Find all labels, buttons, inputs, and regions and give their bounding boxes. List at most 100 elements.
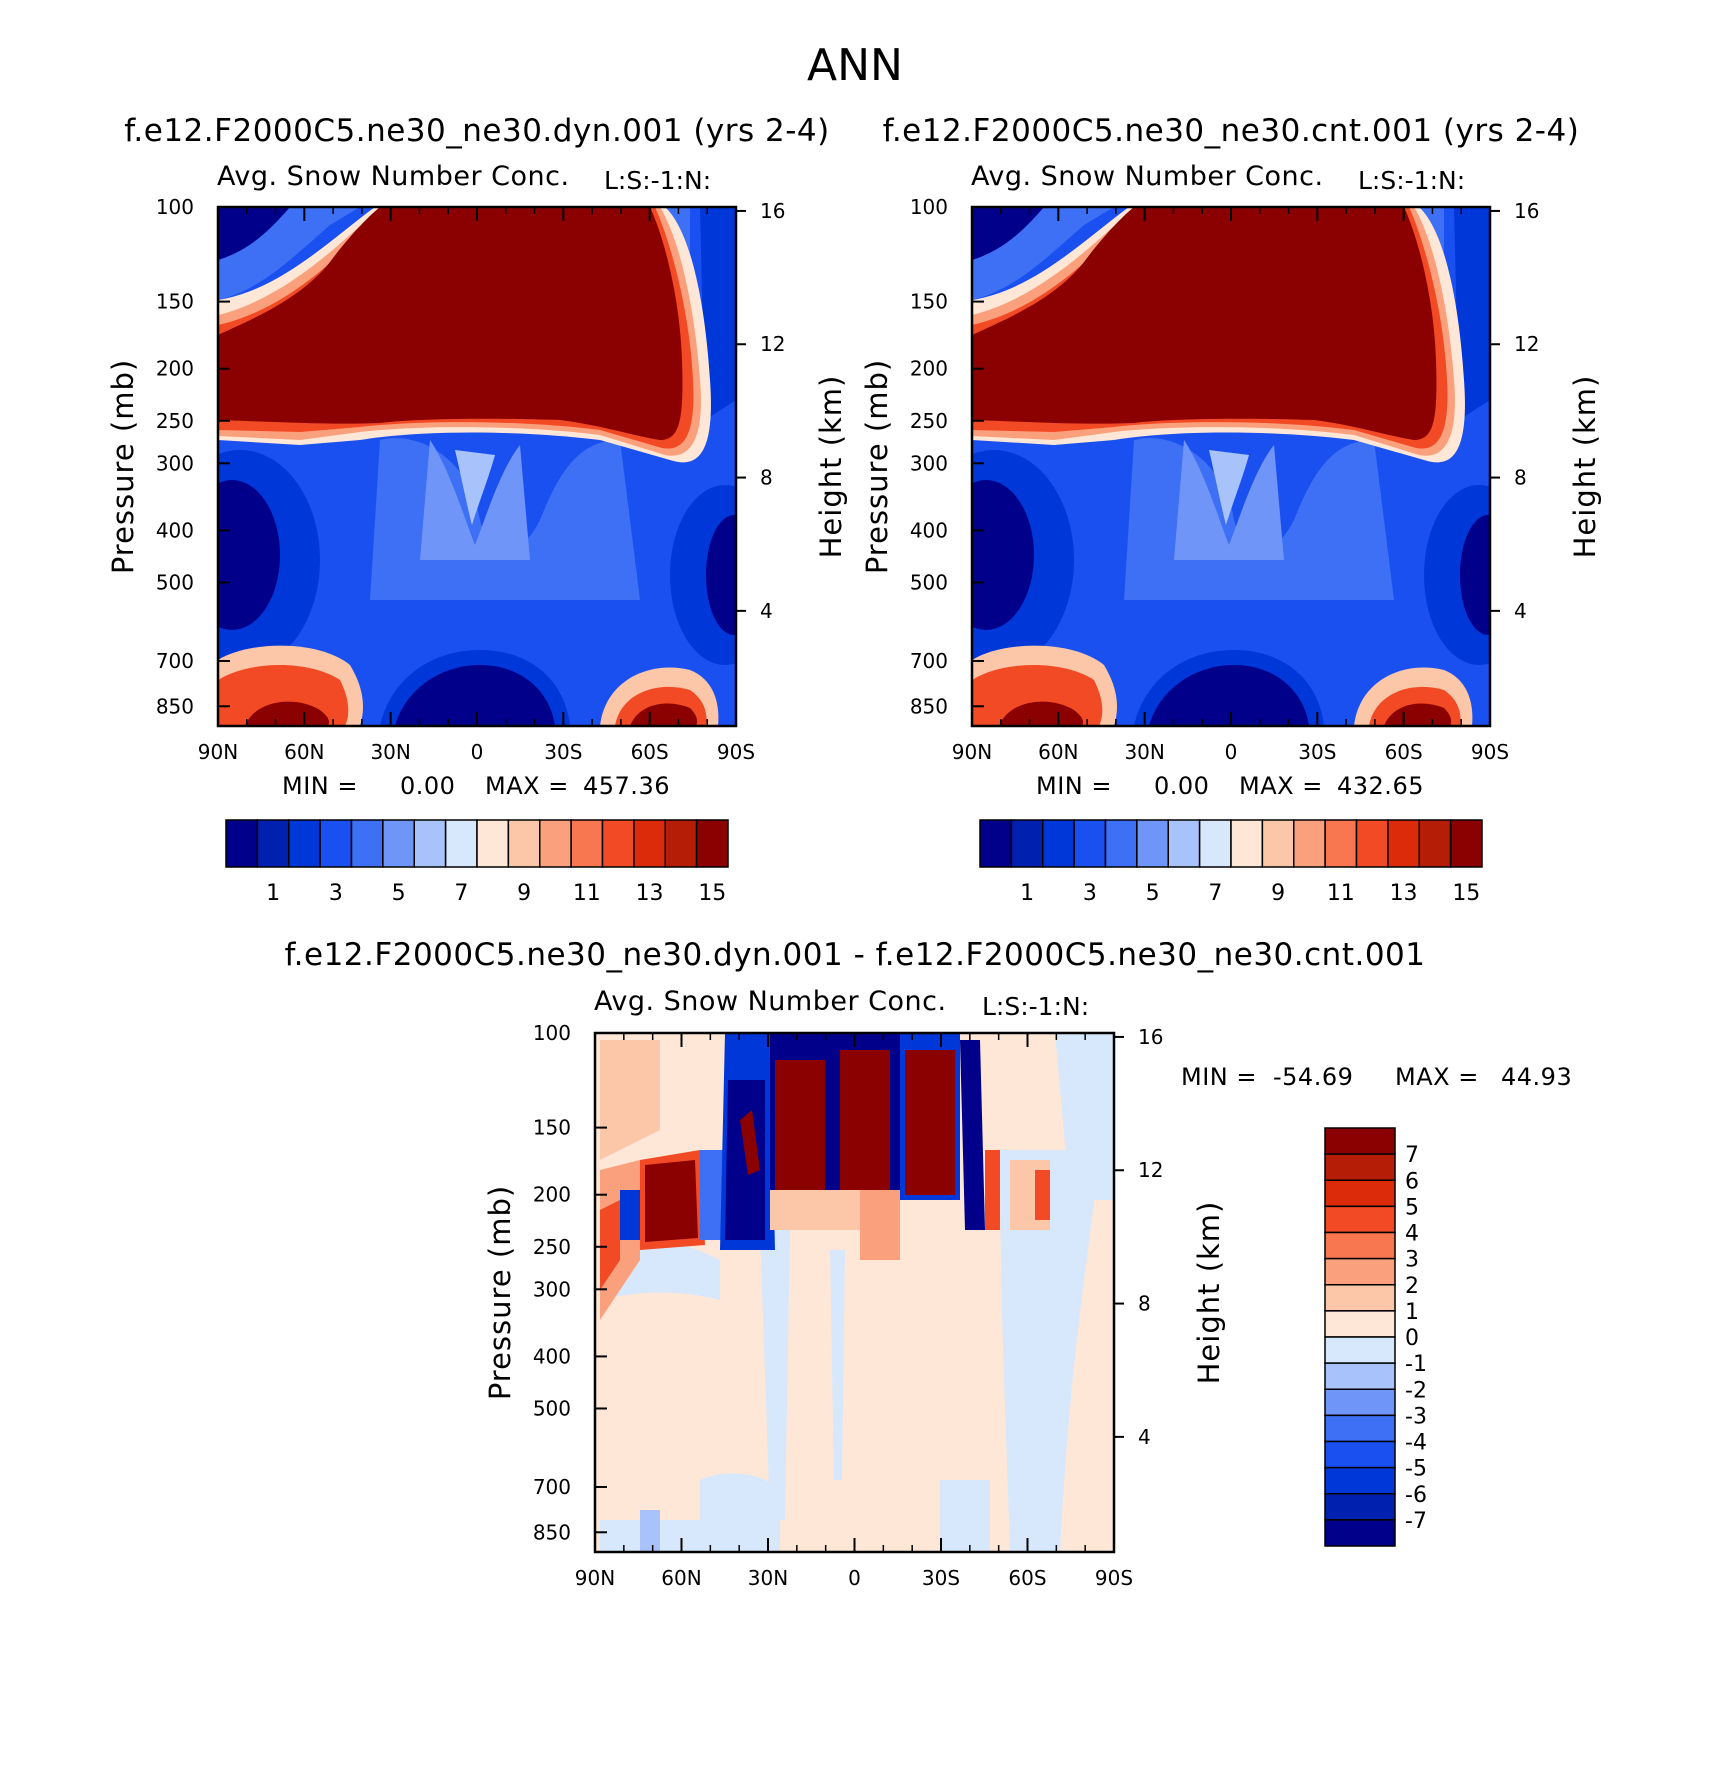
x-tick-label: 90N — [198, 740, 238, 764]
colorbar-swatch — [1230, 819, 1264, 868]
colorbar-swatch — [1324, 1362, 1396, 1390]
panel-case-title: f.e12.F2000C5.ne30_ne30.dyn.001 - f.e12.… — [285, 937, 1426, 973]
colorbar-swatch — [1387, 819, 1420, 868]
colorbar-label: -6 — [1405, 1483, 1427, 1508]
contour-field — [218, 207, 736, 726]
stat-max-value: 432.65 — [1337, 772, 1424, 800]
colorbar-swatch — [225, 819, 259, 868]
colorbar-swatch — [1261, 819, 1295, 868]
y-tick-label: 700 — [156, 649, 194, 673]
colorbar-label: 9 — [1271, 881, 1285, 906]
y-tick-label: 150 — [156, 290, 194, 314]
y-tick-label: 200 — [533, 1183, 571, 1207]
colorbar-swatch — [1167, 819, 1201, 868]
colorbar-swatch — [1324, 1284, 1396, 1312]
colorbar-label: 4 — [1405, 1222, 1419, 1247]
stat-max-value: 44.93 — [1501, 1063, 1572, 1091]
panel-variable-title: Avg. Snow Number Conc. — [594, 986, 947, 1017]
x-tick-label: 60N — [1038, 740, 1078, 764]
colorbar-swatch — [288, 819, 321, 868]
y-tick-label: 700 — [910, 649, 948, 673]
x-tick-label: 0 — [1225, 740, 1238, 764]
colorbar-label: 5 — [1405, 1195, 1419, 1220]
colorbar-swatch — [1324, 1179, 1396, 1208]
colorbar-swatch — [1324, 1310, 1396, 1338]
colorbar-swatch — [1073, 819, 1107, 868]
colorbar-swatch — [1324, 1257, 1396, 1286]
colorbar: 1 3 5 7 9 11 13 15 — [979, 819, 1483, 906]
colorbar-swatch — [350, 819, 384, 868]
colorbar-label: 13 — [636, 881, 664, 906]
x-tick-label: 60N — [284, 740, 324, 764]
x-tick-label: 30S — [922, 1566, 960, 1590]
contour-field — [972, 207, 1490, 726]
x-tick-label: 30S — [544, 740, 582, 764]
panel-variable-title: Avg. Snow Number Conc. — [971, 161, 1324, 192]
y-tick-label: 500 — [910, 570, 948, 594]
stat-max-label: MAX = — [1395, 1063, 1479, 1091]
y2-tick-label: 12 — [1138, 1158, 1163, 1182]
colorbar-label: 0 — [1405, 1326, 1419, 1351]
colorbar-swatch — [1324, 1440, 1396, 1469]
colorbar-label: 7 — [1208, 881, 1222, 906]
colorbar-swatch — [664, 819, 698, 868]
colorbar-label: 11 — [1327, 881, 1355, 906]
stat-max-label: MAX = — [485, 772, 569, 800]
colorbar-swatch — [256, 819, 290, 868]
y2-axis-label: Height (km) — [814, 375, 848, 559]
x-tick-label: 30N — [370, 740, 410, 764]
y-tick-label: 300 — [910, 451, 948, 475]
stat-min-value: 0.00 — [1154, 772, 1209, 800]
colorbar-swatch — [1324, 1231, 1396, 1260]
colorbar-label: 5 — [1146, 881, 1160, 906]
axes: 90N 60N 30N 0 30S 60S 90S 100 150 200 250 300 400 500… — [106, 195, 848, 764]
colorbar-swatch — [1104, 819, 1138, 868]
panel-dyn: f.e12.F2000C5.ne30_ne30.dyn.001 (yrs 2-4… — [106, 113, 848, 906]
contour-field — [595, 1033, 1114, 1552]
y-tick-label: 300 — [156, 451, 194, 475]
colorbar-swatch — [1324, 1388, 1396, 1417]
colorbar-swatch — [319, 819, 353, 868]
x-tick-label: 90S — [717, 740, 755, 764]
y2-tick-label: 4 — [760, 599, 773, 623]
colorbar-swatch — [476, 819, 510, 868]
y-tick-label: 100 — [533, 1021, 571, 1045]
stat-min-label: MIN = — [1181, 1063, 1257, 1091]
colorbar-label: 7 — [454, 881, 468, 906]
colorbar: 1 3 5 7 9 11 13 15 — [225, 819, 729, 906]
colorbar-label: 15 — [698, 881, 726, 906]
axes: 90N 60N 30N 0 30S 60S 90S 100 150 200 250 300 400 500… — [483, 1021, 1226, 1590]
y2-tick-label: 8 — [1514, 466, 1527, 490]
panel-cnt: f.e12.F2000C5.ne30_ne30.cnt.001 (yrs 2-4… — [860, 113, 1602, 906]
x-tick-label: 0 — [471, 740, 484, 764]
colorbar-swatch — [1324, 1466, 1396, 1495]
y2-tick-label: 16 — [1138, 1025, 1163, 1049]
colorbar-label: 11 — [573, 881, 601, 906]
stat-min-value: -54.69 — [1273, 1063, 1353, 1091]
colorbar-swatch — [1324, 819, 1358, 868]
colorbar-swatch — [570, 819, 604, 868]
y-tick-label: 100 — [156, 195, 194, 219]
panel-variable-title: Avg. Snow Number Conc. — [217, 161, 570, 192]
stat-min-value: 0.00 — [400, 772, 455, 800]
x-tick-label: 90N — [575, 1566, 615, 1590]
stat-min-label: MIN = — [1036, 772, 1112, 800]
panel-tag: L:S:-1:N: — [1358, 166, 1465, 195]
y-tick-label: 850 — [156, 694, 194, 718]
panel-case-title: f.e12.F2000C5.ne30_ne30.cnt.001 (yrs 2-4… — [883, 113, 1580, 149]
y-tick-label: 200 — [910, 357, 948, 381]
axes: 90N 60N 30N 0 30S 60S 90S 100 150 200 250 300 400 500… — [860, 195, 1602, 764]
y2-tick-label: 8 — [1138, 1292, 1151, 1316]
colorbar-label: 7 — [1405, 1143, 1419, 1168]
colorbar-label: -4 — [1405, 1431, 1427, 1456]
panel-diff: f.e12.F2000C5.ne30_ne30.dyn.001 - f.e12.… — [285, 937, 1572, 1590]
x-tick-label: 90S — [1471, 740, 1509, 764]
colorbar-label: 3 — [1083, 881, 1097, 906]
colorbar-swatch — [539, 819, 572, 868]
y-tick-label: 500 — [533, 1396, 571, 1420]
colorbar-swatch — [1418, 819, 1452, 868]
x-tick-label: 60S — [1385, 740, 1423, 764]
y-axis-label: Pressure (mb) — [106, 359, 140, 574]
